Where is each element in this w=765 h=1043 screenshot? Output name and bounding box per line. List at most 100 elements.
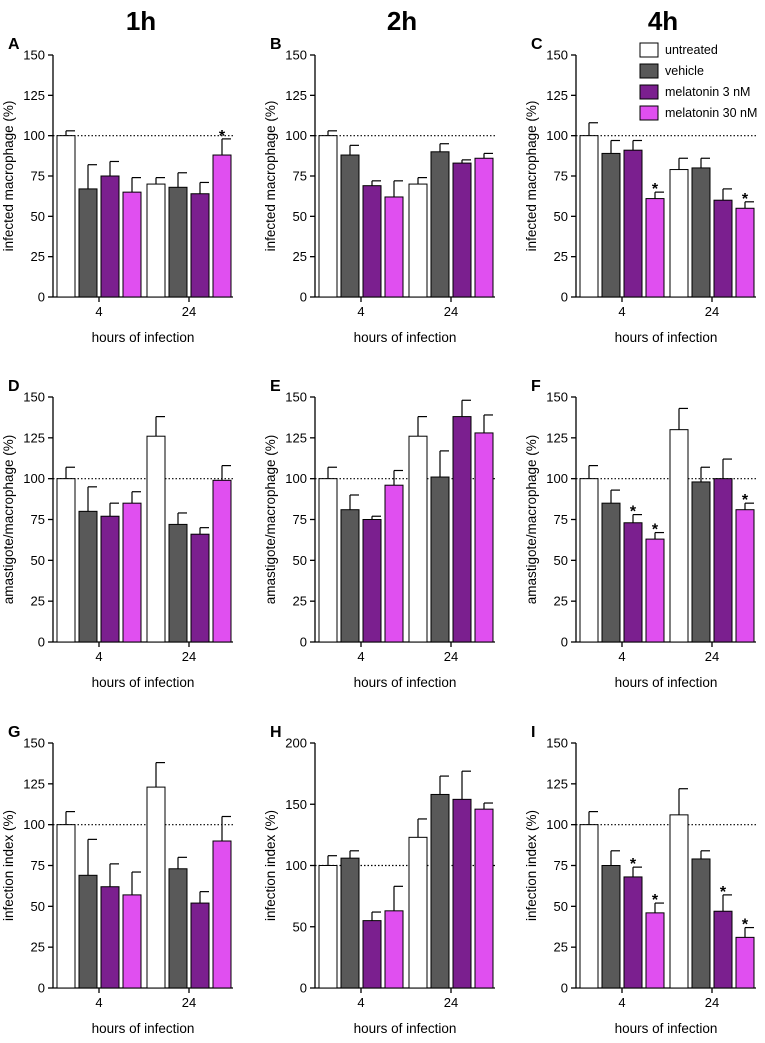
bar-melatonin-3-nm-4h (100, 515, 120, 643)
legend-swatch-2 (639, 84, 659, 100)
panel-letter: D (8, 378, 20, 395)
x-axis-label: hours of infection (615, 675, 718, 690)
bar-untreated-24h (146, 435, 166, 643)
bar-melatonin-30-nm-24h (474, 157, 494, 298)
panel-letter: B (270, 36, 282, 53)
bar-untreated-4h (579, 824, 599, 989)
bar-melatonin-30-nm-24h (474, 432, 494, 643)
y-axis-label: amastigote/macrophage (%) (263, 435, 278, 605)
bar-melatonin-3-nm-24h (452, 798, 472, 989)
significance-star: * (742, 917, 749, 934)
y-tick-label: 125 (285, 88, 307, 103)
bar-melatonin-3-nm-24h (452, 416, 472, 643)
x-tick-label: 4 (618, 649, 625, 664)
panel-d: D 0 25 50 75 100 125 150 4 24 hours of infection am… (1, 378, 233, 690)
y-tick-label: 125 (285, 430, 307, 445)
bar-melatonin-3-nm-24h (190, 533, 210, 643)
bar-vehicle-24h (691, 858, 711, 989)
x-axis-label: hours of infection (92, 330, 195, 345)
x-tick-label: 24 (705, 995, 719, 1010)
legend-entry-1: vehicle (665, 64, 704, 78)
legend-swatch-3 (639, 105, 659, 121)
bar-melatonin-30-nm-24h (212, 840, 232, 989)
y-tick-label: 100 (285, 471, 307, 486)
significance-star: * (652, 892, 659, 909)
panel-letter: C (531, 36, 543, 53)
bar-melatonin-30-nm-24h (735, 207, 755, 298)
x-tick-label: 4 (95, 995, 102, 1010)
bar-melatonin-30-nm-4h (384, 484, 404, 643)
x-tick-label: 24 (705, 649, 719, 664)
y-tick-label: 0 (561, 290, 568, 305)
bar-untreated-4h (579, 135, 599, 298)
x-tick-label: 4 (618, 304, 625, 319)
y-tick-label: 125 (23, 88, 45, 103)
y-tick-label: 0 (561, 635, 568, 650)
significance-star: * (630, 504, 637, 521)
y-axis-label: amastigote/macrophage (%) (524, 435, 539, 605)
bar-melatonin-3-nm-4h (362, 920, 382, 989)
bar-vehicle-24h (430, 793, 450, 989)
x-tick-label: 4 (357, 304, 364, 319)
y-tick-label: 25 (554, 249, 568, 264)
x-axis-label: hours of infection (615, 1021, 718, 1036)
x-axis-label: hours of infection (92, 1021, 195, 1036)
bar-untreated-24h (408, 435, 428, 643)
y-tick-label: 25 (554, 594, 568, 609)
y-tick-label: 150 (285, 48, 307, 63)
y-tick-label: 75 (293, 169, 307, 184)
bar-vehicle-4h (78, 188, 98, 298)
x-tick-label: 4 (95, 649, 102, 664)
y-tick-label: 50 (293, 209, 307, 224)
y-tick-label: 150 (546, 48, 568, 63)
bar-vehicle-4h (601, 865, 621, 989)
panel-letter: A (8, 36, 20, 53)
bar-melatonin-30-nm-4h (645, 538, 665, 643)
y-tick-label: 25 (293, 594, 307, 609)
legend-entry-0: untreated (665, 43, 718, 57)
y-tick-label: 150 (546, 736, 568, 751)
bar-vehicle-4h (78, 874, 98, 989)
bar-melatonin-30-nm-4h (384, 910, 404, 989)
bar-melatonin-3-nm-4h (362, 519, 382, 643)
y-tick-label: 125 (546, 430, 568, 445)
y-tick-label: 150 (23, 48, 45, 63)
bar-melatonin-3-nm-24h (713, 478, 733, 643)
y-tick-label: 150 (546, 390, 568, 405)
significance-star: * (720, 884, 727, 901)
bar-vehicle-4h (78, 510, 98, 643)
y-tick-label: 50 (31, 553, 45, 568)
bar-vehicle-24h (691, 167, 711, 298)
y-tick-label: 50 (554, 899, 568, 914)
panel-f: F 0 25 50 75 100 125 150 4 24 * * * hours of infectio… (524, 378, 756, 690)
y-tick-label: 100 (23, 817, 45, 832)
bar-untreated-24h (408, 836, 428, 989)
y-tick-label: 75 (293, 512, 307, 527)
x-tick-label: 4 (95, 304, 102, 319)
bar-melatonin-3-nm-4h (362, 185, 382, 298)
significance-star: * (742, 191, 749, 208)
bar-vehicle-24h (430, 476, 450, 643)
y-tick-label: 50 (31, 899, 45, 914)
bar-untreated-24h (669, 814, 689, 989)
y-tick-label: 100 (23, 128, 45, 143)
panel-e: E 0 25 50 75 100 125 150 4 24 hours of infection am… (263, 378, 495, 690)
panel-b: B 0 25 50 75 100 125 150 4 24 hours of infection in… (263, 36, 495, 345)
bar-untreated-4h (56, 824, 76, 989)
bar-vehicle-24h (168, 186, 188, 298)
y-axis-label: amastigote/macrophage (%) (1, 435, 16, 605)
panel-letter: E (270, 378, 281, 395)
panel-i: I 0 25 50 75 100 125 150 4 24 * * * * hours of infecti… (524, 724, 756, 1036)
bar-melatonin-30-nm-4h (645, 912, 665, 989)
y-axis-label: infection index (%) (263, 810, 278, 921)
y-tick-label: 50 (293, 919, 307, 934)
y-tick-label: 125 (546, 776, 568, 791)
legend: untreated vehicle melatonin 3 nM melatonin … (639, 42, 757, 121)
bar-melatonin-3-nm-4h (100, 175, 120, 298)
bar-melatonin-3-nm-24h (190, 902, 210, 989)
y-tick-label: 0 (38, 981, 45, 996)
x-tick-label: 24 (444, 649, 458, 664)
y-tick-label: 0 (300, 981, 307, 996)
panels: A 0 25 50 75 100 125 150 4 24 * hours of infection i… (1, 36, 756, 1036)
bar-untreated-4h (56, 135, 76, 298)
